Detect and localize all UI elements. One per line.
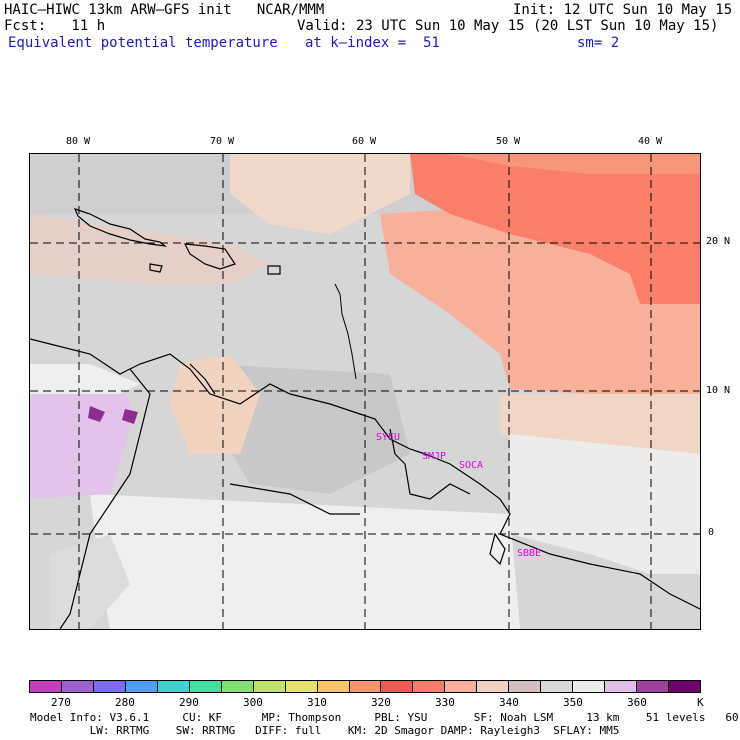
lesser-antilles	[334, 283, 357, 380]
forecast-hour: Fcst: 11 h	[4, 18, 106, 34]
maracaibo-coast	[189, 363, 216, 395]
coastlines	[30, 208, 700, 629]
jamaica-coast	[149, 263, 163, 273]
field-caribbean-peach	[30, 214, 270, 284]
lon-label: 60 W	[352, 136, 377, 147]
colorbar-swatch	[477, 681, 510, 692]
field-pacific-lilac	[30, 384, 135, 499]
graticule	[30, 154, 700, 629]
field-peach-colombia	[170, 354, 260, 454]
colorbar-swatch	[221, 681, 254, 692]
field-light-east	[510, 434, 700, 574]
field-coral-top	[450, 154, 700, 174]
footer-physics-info: LW: RRTMG SW: RRTMG DIFF: full KM: 2D Sm…	[30, 724, 620, 737]
colorbar-swatch	[125, 681, 158, 692]
colorbar-label: 320	[371, 696, 391, 709]
colorbar-label: 270	[51, 696, 71, 709]
colorbar-label: 340	[499, 696, 519, 709]
colorbar-swatch	[30, 681, 62, 692]
field-amazon-light	[90, 494, 520, 629]
station-label: SOCA	[459, 460, 484, 471]
init-time: Init: 12 UTC Sun 10 May 15	[513, 2, 733, 18]
colorbar-swatch	[669, 681, 701, 692]
colorbar-swatch	[413, 681, 446, 692]
colorbar-swatch	[573, 681, 606, 692]
header-title: HAIC–HIWC 13km ARW–GFS init NCAR/MMM	[4, 2, 325, 18]
cuba-coast	[73, 208, 168, 247]
colorbar-label: 280	[115, 696, 135, 709]
suriname-border	[409, 483, 471, 500]
south-america-coast	[30, 338, 700, 610]
field-purple-blob	[122, 409, 138, 424]
pacific-coast	[59, 368, 151, 629]
lon-label: 70 W	[210, 136, 235, 147]
lat-label: 20 N	[706, 236, 731, 247]
colorbar-swatch	[317, 681, 350, 692]
hispaniola-coast	[183, 243, 236, 270]
colorbar-swatch	[381, 681, 414, 692]
colorbar-swatch	[637, 681, 670, 692]
colorbar-swatch	[605, 681, 638, 692]
colorbar-label: 290	[179, 696, 199, 709]
lat-label: 10 N	[706, 385, 731, 396]
footer-model-info: Model Info: V3.6.1 CU: KF MP: Thompson P…	[30, 711, 740, 724]
smoothing: sm= 2	[577, 35, 620, 51]
colorbar-swatch	[541, 681, 574, 692]
lon-label: 40 W	[638, 136, 663, 147]
field-purple-blob	[88, 406, 105, 422]
field-coral	[410, 154, 700, 304]
colorbar-swatch	[445, 681, 478, 692]
colorbar-label: 300	[243, 696, 263, 709]
field-title: Equivalent potential temperature	[8, 35, 278, 51]
map-panel: SYEU SMJP SOCA SBBE	[29, 153, 701, 630]
lat-label: 0	[708, 527, 715, 538]
colorbar-swatch	[157, 681, 190, 692]
colorbar-swatch	[349, 681, 382, 692]
antilles-chain	[334, 283, 357, 380]
station-label: SBBE	[517, 548, 542, 559]
colorbar-swatch	[61, 681, 94, 692]
colorbar-swatch	[285, 681, 318, 692]
field-andes	[50, 534, 130, 629]
colorbar-swatch	[93, 681, 126, 692]
colorbar-label: 360	[627, 696, 647, 709]
valid-time: Valid: 23 UTC Sun 10 May 15 (20 LST Sun …	[297, 18, 719, 34]
field-pacific-light	[30, 364, 140, 394]
inland-border	[229, 483, 360, 515]
colorbar-swatch	[253, 681, 286, 692]
colorbar-swatch	[509, 681, 542, 692]
field-gray-land	[210, 364, 410, 494]
marajo-coast	[489, 532, 506, 566]
lon-label: 50 W	[496, 136, 521, 147]
station-label: SMJP	[422, 451, 447, 462]
lon-label: 80 W	[66, 136, 91, 147]
colorbar-swatch	[189, 681, 222, 692]
puerto-rico-coast	[267, 265, 281, 275]
colorbar-label: 330	[435, 696, 455, 709]
field-peach-east	[500, 394, 700, 464]
colorbar-label: 310	[307, 696, 327, 709]
map-canvas	[30, 154, 700, 629]
colorbar	[29, 680, 701, 693]
colorbar-label: 350	[563, 696, 583, 709]
colorbar-label: K	[697, 696, 704, 709]
station-label: SYEU	[376, 432, 401, 443]
k-index: at k–index = 51	[305, 35, 440, 51]
guyana-border	[389, 428, 411, 495]
